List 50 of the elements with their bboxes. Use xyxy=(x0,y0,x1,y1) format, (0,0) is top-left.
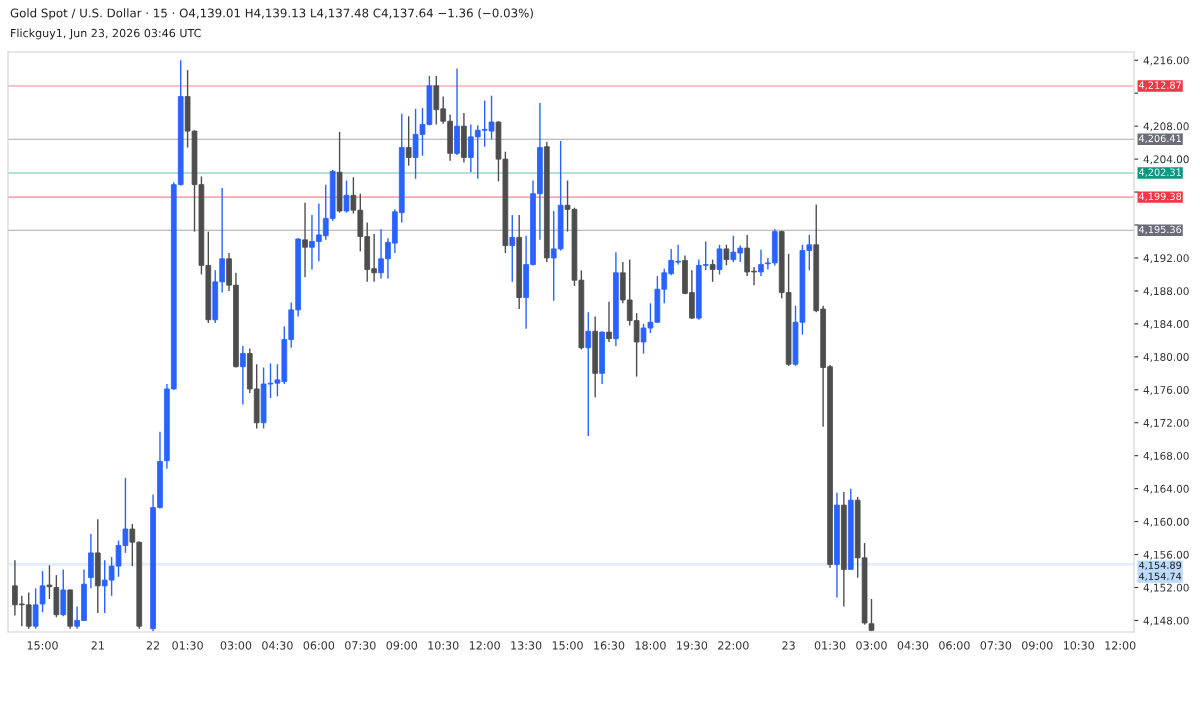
y-tick-label: 4,152.00 xyxy=(1143,583,1189,593)
y-tick-label: 4,160.00 xyxy=(1143,517,1189,527)
y-tick-label: 4,176.00 xyxy=(1143,386,1189,395)
x-tick-label: 18:00 xyxy=(635,641,666,650)
y-tick-label: 4,188.00 xyxy=(1143,287,1189,297)
x-tick-label: 04:30 xyxy=(262,641,293,650)
x-tick-label: 07:30 xyxy=(345,641,376,650)
ref-line-label: 4,154.89 xyxy=(1138,561,1182,570)
x-tick-label: 19:30 xyxy=(677,641,708,650)
y-tick-label: 4,156.00 xyxy=(1143,550,1189,560)
x-tick-label: 04:30 xyxy=(897,641,929,650)
x-tick-label: 22 xyxy=(146,641,160,650)
x-tick-label: 06:00 xyxy=(303,641,335,650)
x-tick-label: 15:00 xyxy=(552,641,583,650)
x-tick-label: 09:00 xyxy=(1022,641,1053,650)
y-tick-label: 4,192.00 xyxy=(1143,254,1189,264)
x-tick-label: 12:00 xyxy=(469,641,500,650)
x-tick-label: 10:30 xyxy=(428,641,459,650)
x-tick-label: 07:30 xyxy=(980,641,1012,650)
x-tick-label: 03:00 xyxy=(220,641,252,650)
x-tick-label: 12:00 xyxy=(1105,641,1136,650)
y-tick-label: 4,208.00 xyxy=(1143,122,1189,132)
x-tick-label: 21 xyxy=(91,641,104,650)
ref-line-label: 4,206.41 xyxy=(1138,134,1181,144)
y-tick-label: 4,168.00 xyxy=(1143,451,1189,461)
y-tick-label: 4,164.00 xyxy=(1143,484,1189,494)
x-tick-label: 13:30 xyxy=(511,641,542,650)
x-tick-label: 01:30 xyxy=(172,641,203,650)
x-tick-label: 01:30 xyxy=(814,641,846,650)
x-tick-label: 15:00 xyxy=(27,641,58,650)
y-tick-label: 4,172.00 xyxy=(1143,418,1189,428)
x-tick-label: 10:30 xyxy=(1063,641,1095,650)
legend-label: 4,154.74 xyxy=(1138,572,1182,581)
chart-title: Gold Spot / U.S. Dollar · 15 · O4,139.01 H4,139.13 L4,137.48 C4,137.64 −1.36 (−0.03%) xyxy=(10,8,533,20)
text: Flickguy1, Jun 23, 2026 03:46 UTC xyxy=(11,28,201,40)
y-tick-label: 4,216.00 xyxy=(1143,56,1189,66)
ref-line-label: 4,202.31 xyxy=(1138,168,1181,177)
y-tick-label: 4,180.00 xyxy=(1143,353,1189,362)
ref-line-label: 4,212.87 xyxy=(1138,81,1181,90)
x-tick-label: 03:00 xyxy=(856,641,887,650)
x-tick-label: 09:00 xyxy=(386,641,418,650)
y-tick-label: 4,148.00 xyxy=(1143,616,1189,626)
x-tick-label: 23 xyxy=(782,641,795,650)
x-tick-label: 22:00 xyxy=(718,641,749,650)
x-tick-label: 16:30 xyxy=(594,641,625,650)
ref-line-label: 4,199.38 xyxy=(1138,192,1182,201)
y-tick-label: 4,184.00 xyxy=(1143,320,1189,330)
x-tick-label: 06:00 xyxy=(939,641,970,650)
y-tick-label: 4,204.00 xyxy=(1143,155,1189,165)
ref-line-label: 4,195.36 xyxy=(1138,225,1182,235)
